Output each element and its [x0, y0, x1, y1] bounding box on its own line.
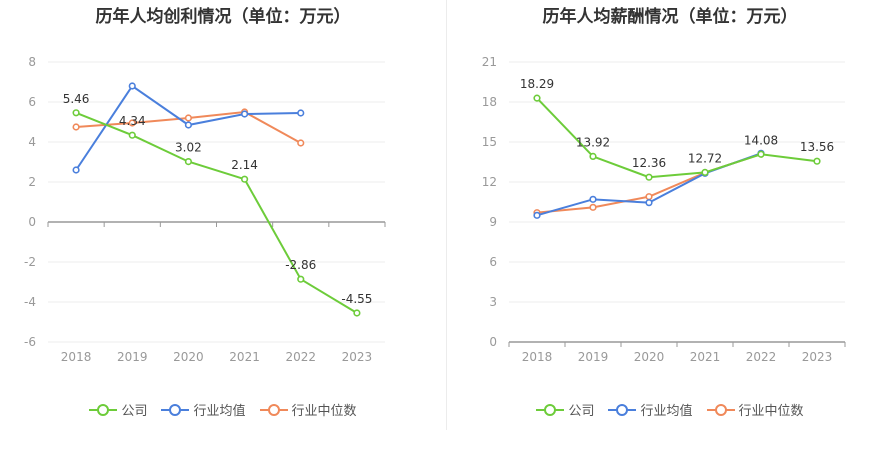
data-label: -2.86 [285, 258, 316, 272]
x-tick-label: 2023 [342, 350, 373, 364]
data-point-avg [589, 195, 597, 203]
data-point-avg [645, 199, 653, 207]
legend-item-company[interactable]: 公司 [89, 400, 147, 419]
data-label: 13.92 [576, 135, 610, 149]
profit-chart: -6 -4 -2 0 2 4 6 8 2018 2019 2020 2021 2022 2023 5.46 4… [24, 55, 386, 364]
legend-label: 行业均值 [640, 404, 693, 419]
legend-marker-icon [89, 403, 118, 417]
series-line-company [75, 111, 358, 314]
data-point-avg [128, 82, 136, 90]
data-point-median [72, 123, 80, 131]
legend-label: 行业中位数 [291, 404, 357, 419]
data-point-company [184, 158, 193, 166]
legend-marker-icon [161, 403, 190, 417]
y-tick-label: 6 [28, 95, 36, 109]
y-tick-label: -4 [24, 295, 36, 309]
x-tick-label: 2023 [802, 350, 833, 364]
data-point-company [645, 173, 653, 181]
legend-marker-icon [608, 403, 637, 417]
data-point-median [297, 139, 305, 147]
data-point-avg [240, 110, 249, 118]
chart-title: 历年人均薪酬情况（单位：万元） [542, 7, 798, 27]
data-label: 13.56 [800, 140, 834, 154]
data-point-company [701, 168, 709, 176]
profit-chart-panel: 历年人均创利情况（单位：万元） -6 -4 -2 0 2 4 6 8 2018 2019 2020 2… [0, 0, 446, 458]
data-point-company [72, 109, 80, 117]
legend-label: 行业中位数 [738, 404, 804, 419]
y-tick-label: 18 [482, 95, 497, 109]
legend-item-avg[interactable]: 行业均值 [608, 400, 693, 419]
data-point-avg [184, 121, 193, 129]
y-tick-label: 15 [482, 135, 497, 149]
panel-divider [446, 0, 447, 430]
y-tick-label: 0 [28, 215, 36, 229]
y-tick-label: -2 [24, 255, 36, 269]
data-label: 12.36 [632, 156, 666, 170]
x-tick-label: 2019 [117, 350, 148, 364]
salary-chart-panel: 历年人均薪酬情况（单位：万元） 0 3 6 9 12 15 18 21 2018 2019 2020… [447, 0, 893, 458]
x-tick-label: 2021 [229, 350, 260, 364]
legend-item-company[interactable]: 公司 [536, 400, 594, 419]
x-tick-label: 2018 [61, 350, 92, 364]
chart-title: 历年人均创利情况（单位：万元） [95, 7, 351, 27]
legend-label: 公司 [121, 404, 148, 419]
data-point-company [297, 275, 305, 283]
y-tick-label: 12 [482, 175, 497, 189]
data-label: -4.55 [341, 292, 372, 306]
legend-item-avg[interactable]: 行业均值 [161, 400, 246, 419]
data-point-company [240, 175, 249, 183]
data-point-avg [533, 211, 541, 219]
data-point-company [353, 309, 361, 317]
y-tick-label: 6 [489, 255, 497, 269]
legend-label: 行业均值 [193, 404, 246, 419]
data-point-company [533, 94, 541, 102]
y-tick-label: 3 [489, 295, 497, 309]
data-label: 3.02 [175, 141, 202, 155]
y-tick-label: 4 [28, 135, 36, 149]
y-tick-label: -6 [24, 335, 36, 349]
data-point-company [589, 152, 597, 160]
data-point-median [589, 203, 597, 211]
data-point-company [757, 150, 765, 158]
data-point-median [645, 193, 653, 201]
legend-marker-icon [259, 403, 288, 417]
series-line-company [536, 97, 818, 179]
x-tick-label: 2020 [173, 350, 204, 364]
x-tick-label: 2022 [746, 350, 777, 364]
chart-legend: 公司 行业均值 行业中位数 [447, 400, 893, 419]
legend-label: 公司 [568, 404, 595, 419]
data-label: 2.14 [231, 158, 258, 172]
y-tick-label: 0 [489, 335, 497, 349]
legend-marker-icon [706, 403, 735, 417]
data-label: 12.72 [688, 151, 722, 165]
y-tick-label: 8 [28, 55, 36, 69]
x-tick-label: 2021 [690, 350, 721, 364]
legend-item-median[interactable]: 行业中位数 [706, 400, 804, 419]
data-point-median [184, 114, 193, 122]
y-tick-label: 2 [28, 175, 36, 189]
data-label: 14.08 [744, 133, 778, 147]
x-tick-label: 2022 [285, 350, 316, 364]
x-tick-label: 2019 [578, 350, 609, 364]
legend-item-median[interactable]: 行业中位数 [259, 400, 357, 419]
x-tick-label: 2020 [634, 350, 665, 364]
data-point-avg [297, 109, 305, 117]
data-label: 5.46 [63, 92, 90, 106]
data-point-avg [72, 166, 80, 174]
data-label: 4.34 [119, 114, 146, 128]
data-point-company [813, 157, 821, 165]
y-tick-label: 9 [489, 215, 497, 229]
x-tick-label: 2018 [522, 350, 553, 364]
salary-chart: 0 3 6 9 12 15 18 21 2018 2019 2020 2021 2022 2023 18.2… [482, 55, 846, 364]
data-label: 18.29 [520, 77, 554, 91]
legend-marker-icon [536, 403, 565, 417]
data-point-median [128, 119, 136, 127]
data-point-company [128, 131, 136, 139]
chart-legend: 公司 行业均值 行业中位数 [0, 400, 446, 419]
y-tick-label: 21 [482, 55, 497, 69]
